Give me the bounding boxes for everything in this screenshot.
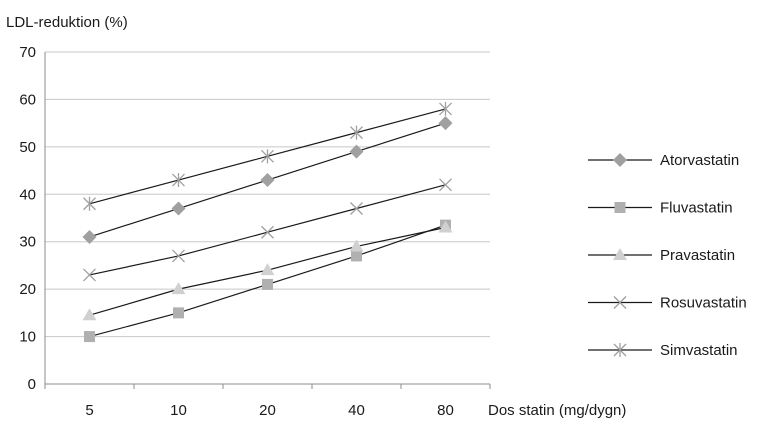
series-atorvastatin [82, 116, 453, 244]
data-point [83, 268, 96, 282]
axes [44, 52, 491, 389]
gridlines [45, 51, 490, 338]
legend-label: Rosuvastatin [660, 295, 747, 312]
legend-label: Fluvastatin [660, 200, 733, 217]
legend-marker [614, 202, 626, 213]
y-tick-label: 60 [19, 91, 36, 108]
data-point [172, 173, 185, 188]
data-point [438, 220, 453, 233]
data-point [173, 307, 184, 319]
x-axis-title: Dos statin (mg/dygn) [488, 402, 626, 419]
legend-marker [613, 248, 627, 260]
legend-item-atorvastatin: Atorvastatin [588, 152, 739, 169]
legend-label: Simvastatin [660, 342, 738, 359]
x-tick-label: 10 [170, 402, 187, 419]
legend-item-simvastatin: Simvastatin [588, 342, 738, 359]
y-tick-labels: 0 10 20 30 40 50 60 70 [19, 44, 36, 393]
legend-marker [613, 153, 627, 167]
y-tick-label: 50 [19, 139, 36, 156]
data-point [349, 239, 364, 252]
data-point [84, 331, 95, 343]
y-tick-label: 10 [19, 329, 36, 346]
data-point [171, 282, 186, 295]
data-point [438, 116, 453, 131]
legend-marker [613, 343, 627, 357]
series-group [82, 101, 453, 343]
data-point [260, 173, 275, 188]
data-point [83, 196, 96, 211]
y-tick-label: 70 [19, 44, 36, 61]
data-point [260, 263, 275, 276]
x-tick-label: 80 [437, 402, 454, 419]
y-tick-label: 0 [28, 376, 36, 393]
series-simvastatin [83, 101, 452, 211]
data-point [439, 178, 452, 192]
data-point [82, 308, 97, 321]
x-tick-label: 5 [85, 402, 93, 419]
data-point [351, 250, 362, 262]
data-point [171, 201, 186, 216]
y-tick-label: 20 [19, 281, 36, 298]
legend: Atorvastatin Fluvastatin Pravastatin Rosuva… [588, 152, 747, 359]
data-point [261, 149, 274, 164]
legend-item-rosuvastatin: Rosuvastatin [588, 295, 747, 312]
data-point [82, 229, 97, 244]
y-tick-label: 30 [19, 234, 36, 251]
series-rosuvastatin [83, 178, 452, 282]
x-tick-labels: 5 10 20 40 80 [85, 402, 454, 419]
legend-item-pravastatin: Pravastatin [588, 247, 735, 264]
legend-label: Pravastatin [660, 247, 735, 264]
x-tick-label: 20 [259, 402, 276, 419]
data-point [262, 278, 273, 290]
y-axis-title: LDL-reduktion (%) [6, 14, 128, 31]
legend-marker [613, 296, 627, 309]
series-pravastatin [82, 220, 453, 321]
x-tick-label: 40 [348, 402, 365, 419]
legend-item-fluvastatin: Fluvastatin [588, 200, 733, 217]
y-tick-label: 40 [19, 186, 36, 203]
data-point [350, 125, 363, 140]
series-line [89, 184, 446, 276]
data-point [172, 249, 185, 263]
data-point [350, 202, 363, 215]
data-point [349, 144, 364, 159]
data-point [261, 225, 274, 239]
data-point [439, 101, 452, 116]
legend-label: Atorvastatin [660, 152, 739, 169]
